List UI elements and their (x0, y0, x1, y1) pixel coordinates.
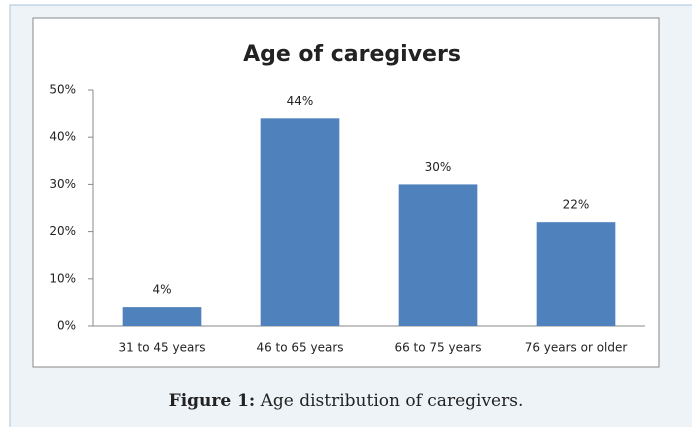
y-tick-label: 40% (49, 130, 76, 144)
caption: Figure 1: Age distribution of caregivers… (169, 391, 524, 411)
x-tick-label: 66 to 75 years (394, 341, 481, 355)
bar (398, 184, 478, 326)
data-label: 30% (425, 160, 452, 174)
y-tick-label: 10% (49, 271, 76, 285)
chart-title: Age of caregivers (243, 42, 461, 67)
caption-text: Age distribution of caregivers. (260, 391, 524, 411)
y-tick-label: 50% (49, 83, 76, 97)
x-tick-label: 46 to 65 years (256, 341, 343, 355)
y-tick-label: 0% (57, 319, 76, 333)
y-tick-label: 30% (49, 177, 76, 191)
x-tick-label: 31 to 45 years (118, 341, 205, 355)
bar (536, 222, 616, 326)
bar (260, 118, 340, 326)
x-tick-label: 76 years or older (525, 341, 628, 355)
caption-label: Figure 1: (169, 391, 256, 411)
y-tick-label: 20% (49, 224, 76, 238)
data-label: 4% (152, 283, 171, 297)
data-label: 22% (563, 198, 590, 212)
bar (122, 307, 202, 326)
data-label: 44% (287, 94, 314, 108)
